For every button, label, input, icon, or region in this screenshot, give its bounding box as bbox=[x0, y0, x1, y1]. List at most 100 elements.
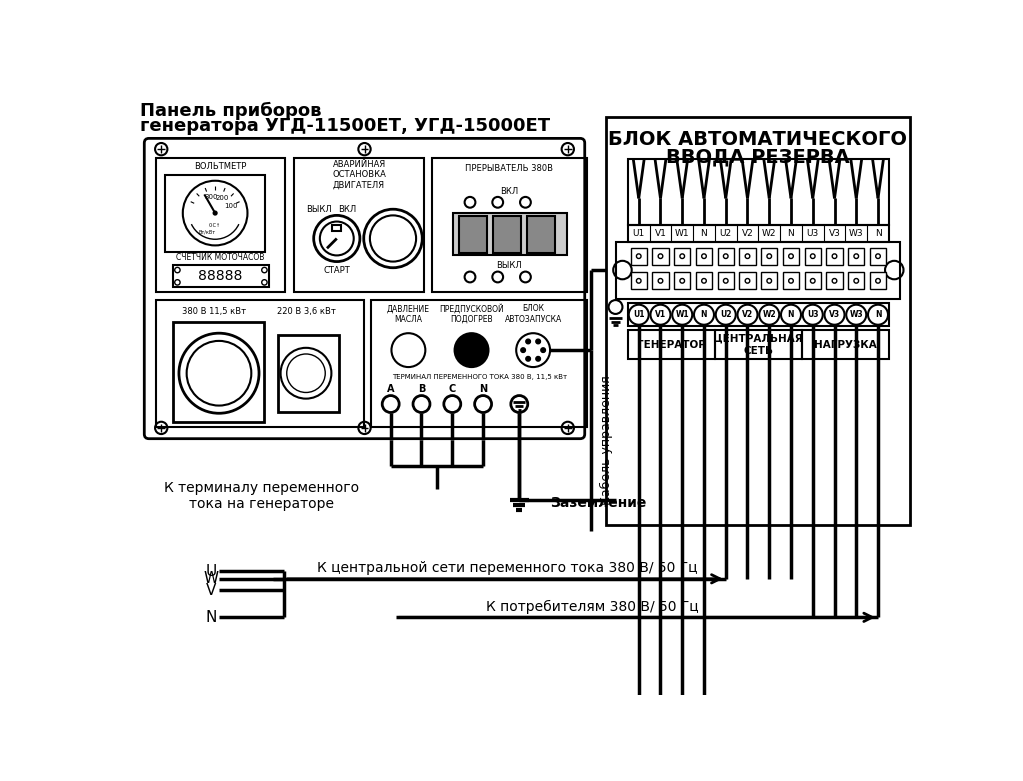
Text: СЧЁТЧИК МОТОЧАСОВ: СЧЁТЧИК МОТОЧАСОВ bbox=[176, 253, 265, 262]
Text: НАГРУЗКА: НАГРУЗКА bbox=[814, 340, 877, 350]
Text: ТЕРМИНАЛ ПЕРЕМЕННОГО ТОКА 380 В, 11,5 кВт: ТЕРМИНАЛ ПЕРЕМЕННОГО ТОКА 380 В, 11,5 кВ… bbox=[392, 374, 567, 380]
Text: W1: W1 bbox=[675, 229, 690, 237]
Text: V1: V1 bbox=[655, 310, 666, 319]
Bar bbox=[761, 273, 777, 289]
Bar bbox=[628, 159, 889, 225]
Bar bbox=[827, 273, 843, 289]
Text: БЛОК
АВТОЗАПУСКА: БЛОК АВТОЗАПУСКА bbox=[504, 305, 562, 323]
Text: К терминалу переменного
тока на генераторе: К терминалу переменного тока на генерато… bbox=[164, 481, 359, 512]
Bar bbox=[805, 273, 820, 289]
Text: Вт/кВт: Вт/кВт bbox=[198, 229, 216, 234]
Circle shape bbox=[454, 333, 489, 367]
Bar bbox=[630, 248, 647, 265]
Text: ВЫКЛ: ВЫКЛ bbox=[496, 261, 522, 270]
Bar bbox=[453, 213, 567, 255]
Text: 300: 300 bbox=[204, 194, 218, 200]
Text: N: N bbox=[479, 383, 487, 394]
Text: V2: V2 bbox=[742, 310, 753, 319]
Bar bbox=[717, 273, 733, 289]
Text: W3: W3 bbox=[849, 310, 863, 319]
Text: 100: 100 bbox=[224, 203, 237, 209]
Bar bbox=[848, 273, 864, 289]
Text: АВАРИЙНАЯ
ОСТАНОВКА
ДВИГАТЕЛЯ: АВАРИЙНАЯ ОСТАНОВКА ДВИГАТЕЛЯ bbox=[332, 159, 386, 190]
Bar bbox=[628, 303, 889, 326]
Text: К потребителям 380 В/ 50 Гц: К потребителям 380 В/ 50 Гц bbox=[486, 600, 699, 614]
Text: ПРЕДПУСКОВОЙ
ПОДОГРЕВ: ПРЕДПУСКОВОЙ ПОДОГРЕВ bbox=[439, 304, 504, 324]
Text: ВВОДА РЕЗЕРВА: ВВОДА РЕЗЕРВА bbox=[666, 148, 850, 166]
Bar bbox=[653, 273, 669, 289]
Bar bbox=[277, 335, 339, 412]
Bar bbox=[717, 248, 733, 265]
Circle shape bbox=[526, 339, 531, 344]
Bar bbox=[740, 248, 756, 265]
Bar bbox=[155, 158, 285, 292]
Bar bbox=[805, 248, 820, 265]
Circle shape bbox=[541, 348, 545, 352]
Bar bbox=[827, 248, 843, 265]
Bar bbox=[802, 330, 889, 359]
Text: ПРЕРЫВАТЕЛЬ 380В: ПРЕРЫВАТЕЛЬ 380В bbox=[465, 164, 553, 173]
Bar bbox=[628, 330, 715, 359]
Text: 88888: 88888 bbox=[198, 269, 242, 284]
Text: N: N bbox=[875, 310, 881, 319]
Text: V3: V3 bbox=[829, 229, 841, 237]
Bar bbox=[432, 158, 587, 292]
Text: N: N bbox=[788, 310, 794, 319]
Bar bbox=[332, 225, 342, 230]
Bar bbox=[165, 175, 265, 251]
Text: V1: V1 bbox=[655, 229, 666, 237]
Text: N: N bbox=[701, 229, 707, 237]
Text: C: C bbox=[449, 383, 456, 394]
Text: Заземление: Заземление bbox=[550, 497, 647, 511]
Bar bbox=[459, 216, 487, 253]
Circle shape bbox=[536, 339, 540, 344]
Bar bbox=[607, 117, 910, 525]
Bar bbox=[674, 273, 691, 289]
Text: Панель приборов: Панель приборов bbox=[140, 102, 321, 119]
Text: генератора УГД-11500ЕТ, УГД-15000ЕТ: генератора УГД-11500ЕТ, УГД-15000ЕТ bbox=[140, 117, 549, 135]
Bar bbox=[653, 248, 669, 265]
Bar bbox=[696, 273, 712, 289]
Text: V: V bbox=[206, 583, 217, 598]
Bar bbox=[630, 273, 647, 289]
Bar bbox=[696, 248, 712, 265]
Circle shape bbox=[526, 356, 531, 361]
Text: Кабель управления: Кабель управления bbox=[601, 376, 613, 505]
Bar bbox=[740, 273, 756, 289]
Circle shape bbox=[214, 212, 217, 215]
Bar bbox=[628, 225, 889, 241]
Bar bbox=[155, 300, 364, 427]
Text: ВОЛЬТМЕТР: ВОЛЬТМЕТР bbox=[194, 162, 247, 171]
Text: ВКЛ: ВКЛ bbox=[500, 187, 519, 196]
Text: U3: U3 bbox=[806, 229, 818, 237]
Text: 0·C↑: 0·C↑ bbox=[209, 223, 221, 228]
Bar bbox=[870, 273, 886, 289]
Text: U3: U3 bbox=[807, 310, 818, 319]
Text: U2: U2 bbox=[719, 229, 731, 237]
Text: К центральной сети переменного тока 380 В/ 50 Гц: К центральной сети переменного тока 380 … bbox=[317, 561, 698, 575]
Text: U2: U2 bbox=[720, 310, 731, 319]
Text: U1: U1 bbox=[633, 310, 644, 319]
Text: ДАВЛЕНИЕ
МАСЛА: ДАВЛЕНИЕ МАСЛА bbox=[387, 305, 430, 323]
Bar bbox=[848, 248, 864, 265]
Text: ВКЛ: ВКЛ bbox=[338, 205, 356, 215]
Text: W2: W2 bbox=[762, 310, 776, 319]
Bar bbox=[173, 266, 269, 287]
Text: ВЫКЛ: ВЫКЛ bbox=[306, 205, 331, 215]
Text: U: U bbox=[206, 564, 217, 579]
Text: ЦЕНТРАЛЬНАЯ
СЕТЬ: ЦЕНТРАЛЬНАЯ СЕТЬ bbox=[713, 334, 803, 355]
Text: W2: W2 bbox=[762, 229, 776, 237]
Text: 380 В 11,5 кВт: 380 В 11,5 кВт bbox=[181, 307, 246, 316]
Text: 200: 200 bbox=[216, 194, 229, 201]
Bar bbox=[783, 273, 799, 289]
Bar bbox=[761, 248, 777, 265]
Text: W: W bbox=[204, 572, 219, 587]
Text: ГЕНЕРАТОР: ГЕНЕРАТОР bbox=[637, 340, 706, 350]
Text: W1: W1 bbox=[675, 310, 690, 319]
Text: БЛОК АВТОМАТИЧЕСКОГО: БЛОК АВТОМАТИЧЕСКОГО bbox=[609, 130, 907, 149]
Bar bbox=[527, 216, 554, 253]
Text: 220 В 3,6 кВт: 220 В 3,6 кВт bbox=[276, 307, 336, 316]
Circle shape bbox=[521, 348, 526, 352]
Text: N: N bbox=[788, 229, 795, 237]
Text: W3: W3 bbox=[849, 229, 863, 237]
